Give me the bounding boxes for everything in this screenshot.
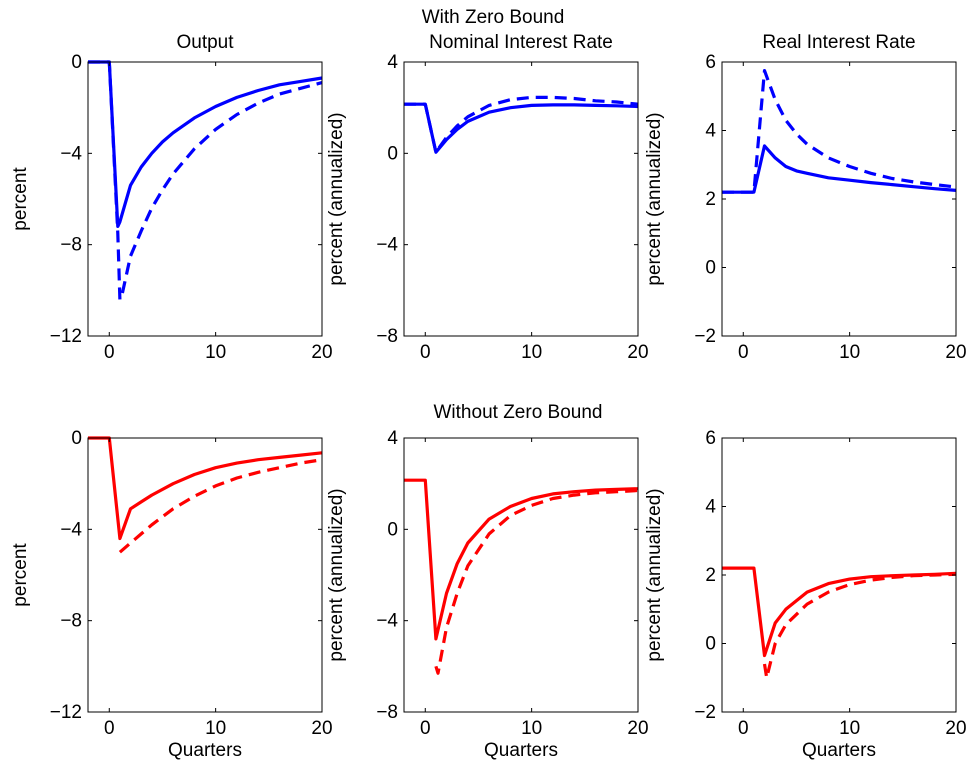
x-axis-label-3: Quarters: [168, 740, 242, 761]
panel-2: 0 10 20 −2 0 2 4 6 Real Interest Rate percent (an…: [644, 32, 967, 363]
x-tick-label-3-2: 20: [311, 718, 332, 739]
series-line-4-1-dashed: [434, 488, 639, 675]
y-tick-label-1-2: 0: [387, 143, 398, 164]
x-tick-label-0-1: 10: [205, 342, 226, 363]
panel-0: 0 10 20 −12 −8 −4 0 Output percent: [10, 32, 333, 363]
x-tick-label-2-2: 20: [945, 342, 966, 363]
x-tick-label-0-2: 20: [311, 342, 332, 363]
y-tick-label-4-3: 4: [387, 428, 398, 449]
series-line-3-0-solid: [88, 436, 323, 541]
series-line-5-0-solid: [722, 566, 957, 658]
y-axis-label-5: percent (annualized): [644, 488, 665, 661]
y-tick-label-2-2: 2: [705, 189, 716, 210]
y-tick-label-4-2: 0: [387, 519, 398, 540]
x-tick-label-1-0: 0: [420, 342, 431, 363]
y-tick-label-0-2: −4: [60, 143, 82, 164]
y-axis-label-3: percent: [10, 543, 31, 607]
x-tick-label-5-2: 20: [945, 718, 966, 739]
y-tick-label-0-3: 0: [71, 52, 82, 73]
y-tick-label-2-0: −2: [694, 326, 716, 347]
x-tick-label-3-1: 10: [205, 718, 226, 739]
series-line-0-0-solid: [88, 60, 323, 228]
x-tick-label-2-1: 10: [839, 342, 860, 363]
y-tick-label-5-2: 2: [705, 565, 716, 586]
series-line-2-1-dashed: [722, 69, 957, 194]
y-tick-label-3-1: −8: [60, 611, 82, 632]
series-line-2-0-solid: [722, 144, 957, 194]
series-line-0-1-dashed: [88, 60, 323, 302]
y-tick-label-2-1: 0: [705, 258, 716, 279]
axes-box-1: [403, 61, 639, 337]
panel-title-2: Real Interest Rate: [762, 32, 915, 53]
x-tick-label-0-0: 0: [104, 342, 115, 363]
series-line-1-1-dashed: [404, 95, 639, 154]
series-line-5-1-dashed: [762, 572, 957, 680]
y-tick-label-1-1: −4: [376, 235, 398, 256]
axes-box-2: [721, 61, 957, 337]
y-axis-label-0: percent: [10, 167, 31, 231]
y-axis-label-1: percent (annualized): [326, 112, 347, 285]
y-tick-label-3-2: −4: [60, 519, 82, 540]
panel-title-0: Output: [176, 32, 234, 53]
x-tick-label-4-2: 20: [627, 718, 648, 739]
series-line-3-1-dashed: [118, 458, 323, 554]
panel-3: 0 10 20 −12 −8 −4 0 Quarters percent: [10, 428, 333, 761]
y-tick-label-5-3: 4: [705, 497, 716, 518]
x-tick-label-1-2: 20: [627, 342, 648, 363]
x-tick-label-2-0: 0: [738, 342, 749, 363]
y-tick-label-1-3: 4: [387, 52, 398, 73]
axes-box-3: [87, 437, 323, 713]
y-tick-label-1-0: −8: [376, 326, 398, 347]
x-tick-label-1-1: 10: [521, 342, 542, 363]
y-axis-label-2: percent (annualized): [644, 112, 665, 285]
series-line-1-0-solid: [404, 102, 639, 154]
row-title-bottom: Without Zero Bound: [434, 402, 603, 423]
x-tick-label-4-0: 0: [420, 718, 431, 739]
panel-1: 0 10 20 −8 −4 0 4 Nominal Interest Rate percent …: [326, 32, 649, 363]
panel-title-1: Nominal Interest Rate: [429, 32, 613, 53]
y-tick-label-5-4: 6: [705, 428, 716, 449]
panel-4: 0 10 20 −8 −4 0 4 Quarters percent (annualized): [326, 428, 649, 761]
axes-box-4: [403, 437, 639, 713]
x-tick-label-5-1: 10: [839, 718, 860, 739]
y-tick-label-4-0: −8: [376, 702, 398, 723]
y-tick-label-3-0: −12: [50, 702, 82, 723]
y-tick-label-5-1: 0: [705, 634, 716, 655]
axes-box-0: [87, 61, 323, 337]
panel-5: 0 10 20 −2 0 2 4 6 Quarters percent (annualized): [644, 428, 967, 761]
x-axis-label-4: Quarters: [484, 740, 558, 761]
x-tick-label-4-1: 10: [521, 718, 542, 739]
y-tick-label-5-0: −2: [694, 702, 716, 723]
x-axis-label-5: Quarters: [802, 740, 876, 761]
y-axis-label-4: percent (annualized): [326, 488, 347, 661]
y-tick-label-3-3: 0: [71, 428, 82, 449]
y-tick-label-2-4: 6: [705, 52, 716, 73]
series-line-4-0-solid: [404, 478, 639, 641]
y-tick-label-4-1: −4: [376, 611, 398, 632]
y-tick-label-2-3: 4: [705, 121, 716, 142]
x-tick-label-5-0: 0: [738, 718, 749, 739]
row-title-top: With Zero Bound: [422, 7, 565, 28]
x-tick-label-3-0: 0: [104, 718, 115, 739]
y-tick-label-0-1: −8: [60, 235, 82, 256]
y-tick-label-0-0: −12: [50, 326, 82, 347]
